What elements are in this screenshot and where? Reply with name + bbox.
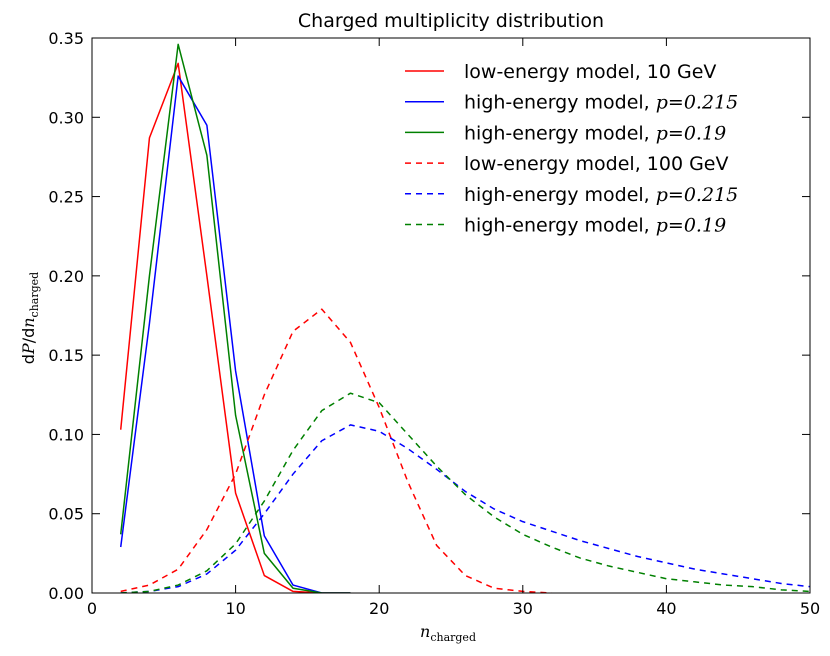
series-line-6: [120, 392, 810, 593]
series-line-5: [120, 424, 810, 593]
legend-label-2: high-energy model, p=0.215: [464, 92, 738, 114]
legend-label-6: high-energy model, p=0.19: [464, 215, 726, 237]
plot-frame: [91, 37, 811, 594]
series-line-2: [119, 75, 351, 593]
series-line-1: [119, 62, 351, 593]
legend-label-5: high-energy model, p=0.215: [464, 184, 738, 206]
x-tick-label: 20: [369, 599, 389, 618]
y-tick-label: 0.35: [48, 29, 84, 48]
legend: low-energy model, 10 GeV high-energy mode…: [405, 61, 738, 237]
legend-label-text: low-energy model, 10 GeV: [464, 61, 716, 83]
y-tick-label: 0.30: [48, 108, 84, 127]
series-line-4: [120, 308, 552, 593]
y-axis-label-sub: charged: [28, 272, 41, 318]
x-axis: 0 10 20 30 40 50: [87, 38, 820, 618]
y-tick-label: 0.05: [48, 505, 84, 524]
legend-label-text: high-energy model,: [464, 215, 656, 237]
y-axis: 0.00 0.05 0.10 0.15 0.20 0.25 0.30 0.35: [48, 29, 810, 603]
x-axis-label-main: n: [420, 622, 430, 641]
y-axis-label: dP/dncharged: [19, 272, 41, 364]
legend-label-text: high-energy model,: [464, 122, 656, 144]
legend-label-text: high-energy model,: [464, 184, 656, 206]
legend-label-1: low-energy model, 10 GeV: [464, 61, 716, 83]
legend-label-text: low-energy model, 100 GeV: [464, 153, 729, 175]
x-tick-label: 10: [225, 599, 245, 618]
legend-label-math: p=0.215: [656, 184, 738, 206]
legend-label-math: p=0.215: [656, 92, 738, 114]
legend-label-text: high-energy model,: [464, 92, 656, 114]
series-layer: [119, 43, 810, 593]
legend-label-3: high-energy model, p=0.19: [464, 122, 726, 144]
legend-label-4: low-energy model, 100 GeV: [464, 153, 729, 175]
y-axis-label-script: P: [19, 343, 38, 355]
series-line-3: [119, 43, 351, 593]
x-tick-label: 40: [656, 599, 676, 618]
y-axis-label-main: n: [19, 317, 38, 327]
x-axis-label: ncharged: [420, 622, 476, 644]
x-tick-label: 0: [87, 599, 97, 618]
x-tick-label: 30: [513, 599, 533, 618]
legend-label-math: p=0.19: [656, 122, 726, 144]
y-tick-label: 0.15: [48, 346, 84, 365]
y-axis-label-mid: /d: [19, 328, 38, 344]
y-tick-label: 0.20: [48, 267, 84, 286]
y-tick-label: 0.25: [48, 188, 84, 207]
x-axis-label-sub: charged: [430, 631, 476, 644]
legend-label-math: p=0.19: [656, 215, 726, 237]
y-axis-label-prefix: d: [19, 354, 38, 364]
chart-title: Charged multiplicity distribution: [298, 10, 604, 32]
x-tick-label: 50: [800, 599, 820, 618]
y-tick-label: 0.10: [48, 425, 84, 444]
y-tick-label: 0.00: [48, 584, 84, 603]
